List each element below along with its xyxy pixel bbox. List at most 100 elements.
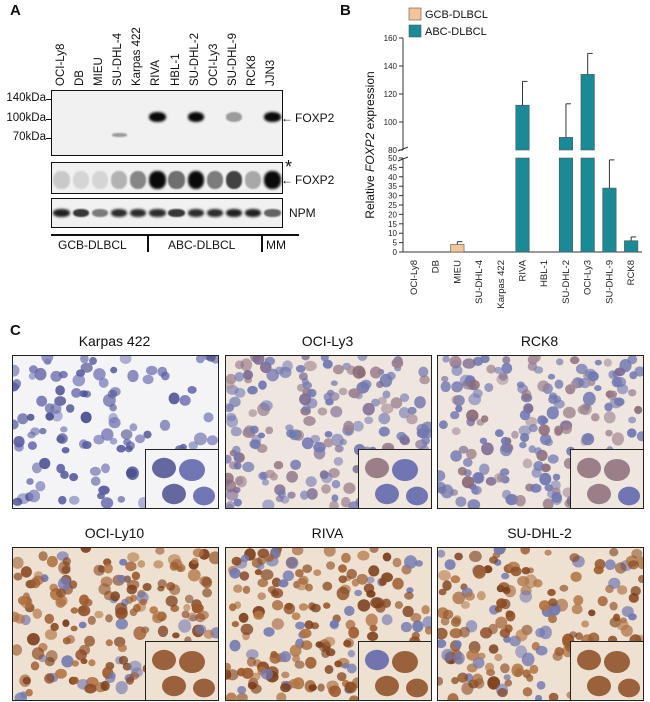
cell-nucleus: [469, 550, 482, 562]
cell-nucleus: [56, 433, 68, 444]
y-tick-label: 10: [388, 229, 397, 238]
cell-nucleus: [494, 429, 504, 437]
inset-nucleus: [604, 458, 630, 482]
cell-nucleus: [390, 397, 403, 409]
cell-nucleus: [13, 364, 20, 377]
band-npm: [149, 209, 166, 217]
cell-nucleus: [421, 605, 430, 615]
cell-nucleus: [522, 458, 533, 469]
cell-nucleus: [90, 476, 101, 486]
ihc-title: Karpas 422: [78, 333, 151, 349]
blot-npm: [51, 198, 283, 228]
cell-nucleus: [126, 584, 138, 595]
band-foxp2: [264, 112, 281, 123]
cell-nucleus: [597, 596, 608, 607]
cell-nucleus: [80, 362, 93, 373]
y-tick-label: 50: [388, 154, 397, 163]
cell-nucleus: [454, 552, 463, 561]
cell-nucleus: [310, 434, 321, 444]
cell-nucleus: [142, 374, 154, 385]
cell-nucleus: [187, 386, 197, 394]
cell-nucleus: [285, 424, 294, 432]
cell-nucleus: [276, 692, 287, 700]
x-tick-label: Karpas 422: [496, 260, 507, 309]
cell-nucleus: [115, 618, 128, 630]
cell-nucleus: [341, 552, 351, 563]
cell-nucleus: [88, 659, 96, 667]
cell-nucleus: [537, 380, 550, 392]
cell-nucleus: [82, 390, 92, 398]
cell-nucleus: [329, 500, 339, 508]
cell-nucleus: [167, 554, 181, 566]
cell-nucleus: [531, 467, 542, 478]
cell-nucleus: [76, 369, 85, 377]
cell-nucleus: [13, 382, 19, 392]
cell-nucleus: [365, 613, 378, 627]
cell-nucleus: [229, 568, 241, 579]
cell-nucleus: [123, 575, 131, 583]
cell-nucleus: [229, 639, 241, 652]
cell-nucleus: [579, 403, 592, 416]
cell-nucleus: [146, 365, 158, 376]
bar: [450, 244, 465, 253]
cell-nucleus: [457, 466, 467, 476]
cell-nucleus: [324, 665, 334, 674]
cell-nucleus: [343, 482, 356, 494]
y-tick-label: 100: [384, 118, 398, 127]
inset-cells: [365, 649, 428, 698]
cell-nucleus: [199, 576, 212, 587]
cell-nucleus: [438, 470, 446, 482]
cell-nucleus: [533, 366, 544, 374]
marker-tick-70: [46, 138, 51, 139]
cell-nucleus: [226, 380, 235, 390]
cell-nucleus: [55, 597, 66, 608]
y-tick-label: 120: [384, 90, 398, 99]
cell-nucleus: [61, 447, 70, 454]
cell-nucleus: [484, 662, 495, 672]
inset-nucleus: [577, 649, 601, 671]
inset-nucleus: [392, 650, 418, 674]
cell-nucleus: [587, 371, 599, 382]
legend-swatch: [408, 24, 422, 38]
cell-nucleus: [50, 622, 59, 632]
cell-nucleus: [627, 356, 638, 365]
y-tick-label: 15: [388, 220, 397, 229]
cell-nucleus: [330, 380, 338, 386]
cell-nucleus: [520, 548, 530, 555]
group-mm: MM: [266, 238, 286, 252]
cell-nucleus: [13, 419, 19, 430]
band-foxp2-exposure: [91, 170, 109, 189]
inset-nucleus: [392, 458, 418, 482]
cell-nucleus: [336, 586, 350, 601]
cell-nucleus: [451, 395, 461, 405]
group-gcb: GCB-DLBCL: [58, 238, 127, 252]
ihc-micrograph: [437, 355, 644, 509]
inset-nucleus: [406, 486, 428, 506]
inset-nucleus: [587, 483, 611, 505]
lane-label: SU-DHL-9: [227, 32, 240, 86]
cell-nucleus: [481, 442, 494, 456]
cell-nucleus: [357, 550, 370, 561]
cell-nucleus: [333, 364, 344, 375]
cell-nucleus: [265, 469, 276, 479]
cell-nucleus: [143, 430, 152, 439]
cell-nucleus: [542, 498, 554, 508]
cell-nucleus: [628, 613, 637, 621]
ihc-cells: [226, 356, 431, 508]
cell-nucleus: [544, 438, 553, 447]
cell-nucleus: [50, 403, 62, 414]
cell-nucleus: [438, 486, 447, 494]
cell-nucleus: [451, 381, 463, 393]
cell-nucleus: [203, 412, 214, 423]
ihc-inset: [358, 641, 431, 700]
cell-nucleus: [438, 676, 444, 686]
cell-nucleus: [129, 423, 138, 432]
cell-nucleus: [324, 431, 333, 438]
cell-nucleus: [291, 612, 301, 620]
cell-nucleus: [438, 627, 448, 640]
cell-nucleus: [295, 365, 306, 373]
asterisk: *: [285, 157, 293, 177]
cell-nucleus: [298, 372, 308, 381]
bar: [558, 157, 573, 253]
arrow-foxp2-2: ←: [281, 173, 293, 187]
